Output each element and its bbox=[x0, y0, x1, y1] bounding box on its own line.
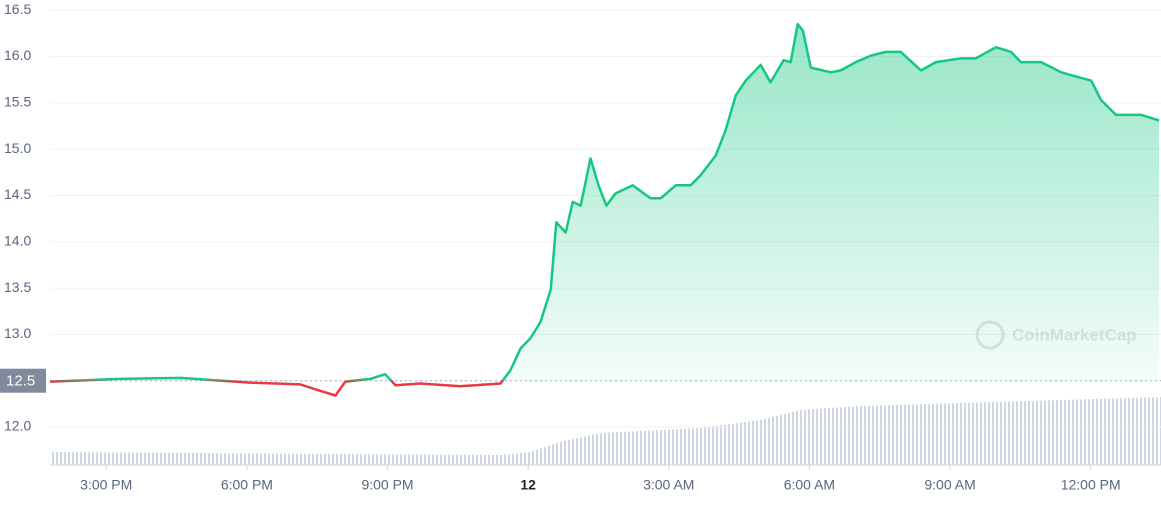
y-tick-label: 16.0 bbox=[4, 47, 31, 63]
watermark: CoinMarketCap bbox=[975, 320, 1137, 350]
x-tick-label: 3:00 AM bbox=[643, 477, 694, 493]
y-tick-label: 15.0 bbox=[4, 140, 31, 156]
y-tick-label: 14.0 bbox=[4, 232, 31, 248]
x-tick-label: 9:00 PM bbox=[361, 477, 413, 493]
x-tick-label: 3:00 PM bbox=[80, 477, 132, 493]
x-tick-label: 6:00 PM bbox=[221, 477, 273, 493]
price-area bbox=[50, 24, 1160, 381]
baseline-label: 12.5 bbox=[6, 373, 35, 390]
x-tick-label: 12:00 PM bbox=[1061, 477, 1121, 493]
x-tick-label: 9:00 AM bbox=[924, 477, 975, 493]
watermark-text: CoinMarketCap bbox=[1012, 325, 1137, 344]
price-line bbox=[49, 22, 1160, 397]
volume-bars bbox=[50, 397, 1161, 465]
x-tick-label: 6:00 AM bbox=[784, 477, 835, 493]
y-tick-label: 12.0 bbox=[4, 418, 31, 434]
y-tick-label: 13.0 bbox=[4, 325, 31, 341]
y-tick-label: 13.5 bbox=[4, 279, 31, 295]
y-tick-label: 14.5 bbox=[4, 186, 31, 202]
y-tick-label: 15.5 bbox=[4, 94, 31, 110]
y-tick-label: 16.5 bbox=[4, 1, 31, 17]
baseline-label-box bbox=[0, 368, 46, 393]
x-tick-label: 12 bbox=[520, 477, 536, 493]
